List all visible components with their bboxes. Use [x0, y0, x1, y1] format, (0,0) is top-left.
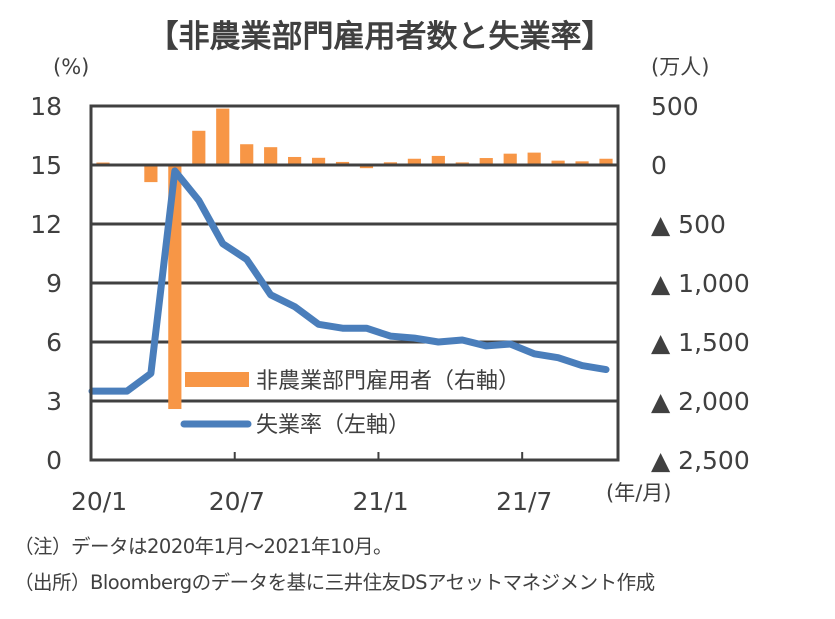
- right-tick-label: ▲ 1,500: [651, 328, 750, 357]
- right-axis: 500 0 ▲ 500 ▲ 1,000 ▲ 1,500 ▲ 2,000 ▲ 2,500: [651, 92, 750, 475]
- chart-title: 【非農業部門雇用者数と失業率】: [148, 19, 613, 55]
- left-tick-label: 6: [46, 328, 62, 357]
- legend-label-line: 失業率（左軸）: [256, 413, 410, 438]
- bar: [335, 161, 350, 165]
- legend-swatch-bar: [185, 372, 249, 387]
- bar: [479, 158, 493, 165]
- note-text: （注）データは2020年1月～2021年10月。: [14, 535, 392, 558]
- bar: [575, 161, 589, 165]
- left-tick-label: 9: [46, 269, 62, 298]
- bar: [216, 108, 230, 165]
- bar: [527, 152, 541, 165]
- x-tick-label: 20/1: [71, 487, 127, 516]
- bar: [599, 158, 613, 165]
- x-axis-unit: (年/月): [606, 481, 671, 505]
- right-tick-label: 0: [651, 151, 667, 180]
- left-axis-unit: (%): [53, 55, 89, 79]
- bar: [407, 158, 421, 165]
- right-tick-label: ▲ 500: [651, 210, 726, 239]
- left-tick-label: 3: [46, 387, 62, 416]
- right-tick-label: ▲ 2,500: [651, 446, 750, 475]
- bar-series: [96, 108, 613, 410]
- x-axis: 20/1 20/7 21/1 21/7: [71, 452, 552, 516]
- x-tick-label: 21/7: [496, 487, 552, 516]
- left-tick-label: 0: [46, 446, 62, 475]
- bar: [311, 157, 326, 165]
- left-tick-label: 15: [30, 151, 62, 180]
- bar: [431, 155, 445, 165]
- bar: [144, 165, 158, 183]
- x-tick-label: 21/1: [352, 487, 408, 516]
- bar: [288, 156, 302, 165]
- left-tick-label: 18: [30, 92, 62, 121]
- bar: [503, 153, 517, 165]
- plot-frame: [89, 104, 620, 462]
- right-tick-label: ▲ 2,000: [651, 387, 750, 416]
- x-tick-label: 20/7: [209, 487, 265, 516]
- bar: [551, 160, 565, 165]
- legend: 非農業部門雇用者（右軸） 失業率（左軸）: [180, 369, 520, 438]
- source-text: （出所）Bloombergのデータを基に三井住友DSアセットマネジメント作成: [14, 571, 655, 594]
- right-tick-label: 500: [651, 92, 699, 121]
- bar: [240, 144, 254, 165]
- right-axis-unit: (万人): [651, 55, 709, 79]
- right-tick-label: ▲ 1,000: [651, 269, 750, 298]
- legend-label-bar: 非農業部門雇用者（右軸）: [256, 369, 520, 394]
- left-tick-label: 12: [30, 210, 62, 239]
- unemployment-line: [88, 167, 610, 395]
- left-axis: 0 3 6 9 12 15 18: [30, 92, 62, 475]
- bar: [192, 130, 206, 165]
- bar: [359, 165, 374, 169]
- bar: [264, 147, 278, 165]
